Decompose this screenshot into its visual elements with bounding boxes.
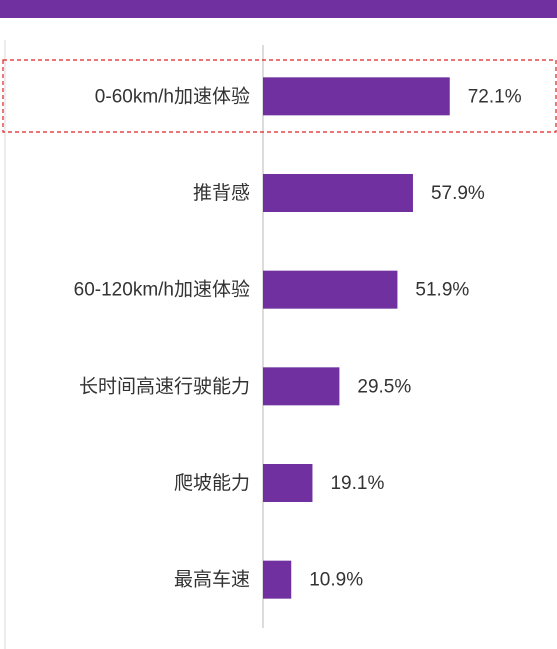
value-label: 51.9% bbox=[415, 280, 469, 301]
category-label: 爬坡能力 bbox=[174, 472, 250, 494]
category-label: 60-120km/h加速体验 bbox=[74, 279, 250, 301]
bar bbox=[263, 367, 340, 406]
header-band bbox=[0, 0, 557, 18]
bar bbox=[263, 270, 398, 309]
category-label: 0-60km/h加速体验 bbox=[95, 85, 250, 107]
bar bbox=[263, 77, 450, 116]
category-label: 长时间高速行驶能力 bbox=[79, 375, 250, 397]
category-label: 最高车速 bbox=[174, 569, 250, 591]
bar bbox=[263, 560, 292, 599]
category-label: 推背感 bbox=[193, 182, 250, 204]
value-label: 19.1% bbox=[330, 473, 384, 494]
bar bbox=[263, 174, 413, 212]
value-label: 57.9% bbox=[431, 183, 485, 204]
highlight-box bbox=[2, 59, 557, 133]
bar bbox=[263, 464, 313, 502]
value-label: 10.9% bbox=[309, 570, 363, 591]
value-label: 29.5% bbox=[357, 376, 411, 397]
value-label: 72.1% bbox=[468, 86, 522, 107]
